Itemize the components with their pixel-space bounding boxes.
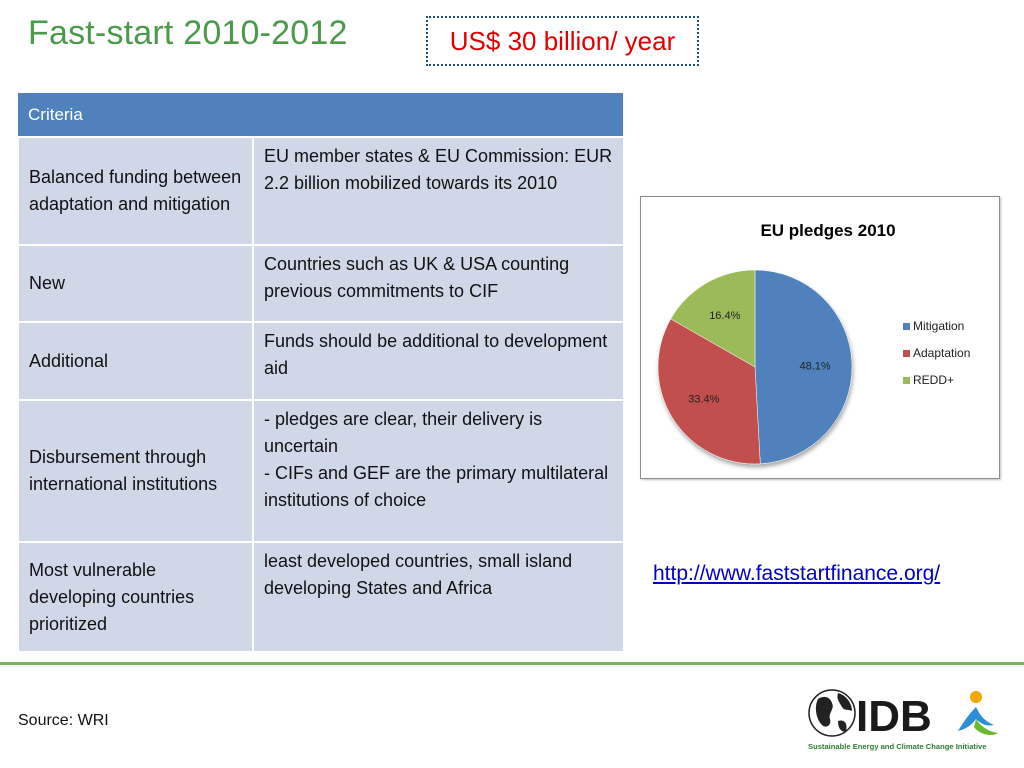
- table-header-criteria: Criteria: [18, 93, 626, 137]
- funding-highlight-text: US$ 30 billion/ year: [449, 25, 676, 56]
- detail-cell: EU member states & EU Commission: EUR 2.…: [251, 136, 626, 246]
- source-note: Source: WRI: [18, 712, 109, 729]
- criterion-cell: Disbursement through international insti…: [17, 399, 254, 543]
- pie-chart-box: EU pledges 2010 48.1% 33.4% 16.4% Mitigati…: [640, 196, 1000, 479]
- detail-cell: least developed countries, small island …: [251, 541, 626, 653]
- criterion-cell: Additional: [17, 321, 254, 401]
- detail-line: EU member states & EU Commission: EUR 2.…: [264, 146, 613, 193]
- table-header-row: Criteria: [18, 93, 626, 137]
- legend-swatch: [903, 350, 910, 357]
- criterion-cell: Most vulnerable developing countries pri…: [17, 541, 254, 653]
- legend-label: Mitigation: [913, 319, 964, 333]
- table-row: Disbursement through international insti…: [17, 399, 626, 543]
- pie-data-label: 33.4%: [688, 394, 719, 406]
- detail-line: - pledges are clear, their delivery is u…: [264, 409, 543, 456]
- table-row: Most vulnerable developing countries pri…: [17, 541, 626, 653]
- pie-slice-adaptation: [657, 318, 761, 465]
- faststartfinance-link[interactable]: http://www.faststartfinance.org/: [653, 562, 941, 585]
- legend-label: REDD+: [913, 373, 954, 387]
- pie-slice-mitigation: [754, 269, 853, 465]
- table-row: New Countries such as UK & USA counting …: [17, 244, 626, 323]
- funding-highlight-box: US$ 30 billion/ year: [426, 16, 699, 66]
- pie-data-label: 16.4%: [709, 310, 740, 322]
- detail-line: least developed countries, small island …: [264, 551, 573, 598]
- detail-line: Countries such as UK & USA counting prev…: [264, 254, 570, 301]
- pie-slice-redd-: [670, 269, 756, 368]
- criterion-cell: Balanced funding between adaptation and …: [17, 136, 254, 246]
- idb-logo: IDB Sustainable Energy and Climate Chang…: [808, 689, 998, 751]
- legend-swatch: [903, 377, 910, 384]
- table-row: Additional Funds should be additional to…: [17, 321, 626, 401]
- table-row: Balanced funding between adaptation and …: [17, 136, 626, 246]
- detail-cell: - pledges are clear, their delivery is u…: [251, 399, 626, 543]
- logo-tagline: Sustainable Energy and Climate Change In…: [808, 742, 987, 751]
- legend-label: Adaptation: [913, 346, 970, 360]
- detail-cell: Funds should be additional to developmen…: [251, 321, 626, 401]
- detail-line: Funds should be additional to developmen…: [264, 331, 608, 378]
- detail-line: - CIFs and GEF are the primary multilate…: [264, 463, 609, 510]
- pie-data-label: 48.1%: [800, 360, 831, 372]
- chart-title: EU pledges 2010: [760, 221, 895, 240]
- pie-chart: EU pledges 2010 48.1% 33.4% 16.4% Mitigati…: [657, 221, 970, 465]
- logo-text: IDB: [856, 692, 932, 741]
- criteria-table: Criteria Balanced funding between adapta…: [17, 93, 626, 653]
- legend-swatch: [903, 323, 910, 330]
- criterion-cell: New: [17, 244, 254, 323]
- detail-cell: Countries such as UK & USA counting prev…: [251, 244, 626, 323]
- footer-divider: [0, 662, 1024, 665]
- globe-icon: [808, 689, 856, 737]
- slide-title: Fast-start 2010-2012: [28, 14, 348, 52]
- figure-icon: [958, 691, 998, 735]
